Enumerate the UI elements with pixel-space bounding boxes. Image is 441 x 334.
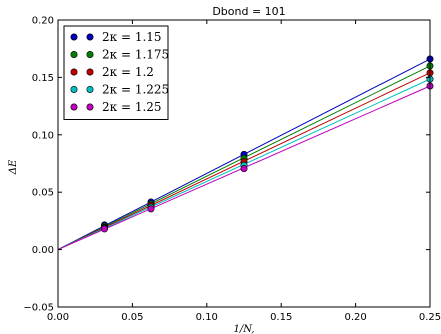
x-tick-label: 0.00 [47,312,69,323]
y-tick-label: 0.00 [32,245,54,256]
y-tick-label: −0.05 [23,303,54,314]
legend-marker [86,86,94,94]
legend-label: 2κ = 1.25 [102,100,162,114]
y-tick-label: 0.05 [32,188,54,199]
x-tick-label: 0.15 [270,312,292,323]
legend-marker [70,68,78,76]
y-tick-label: 0.20 [32,16,54,27]
legend-label: 2κ = 1.175 [102,48,169,62]
x-tick-label: 0.20 [344,312,366,323]
y-tick-label: 0.15 [32,73,54,84]
x-axis-label: 1/N, [233,324,254,334]
legend: 2κ = 1.15 2κ = 1.175 2κ = 1.2 2κ = 1.225 2κ … [63,25,169,120]
x-tick-label: 0.25 [419,312,441,323]
y-axis-label: ΔE [8,159,19,175]
legend-marker [86,68,94,76]
data-point-series-4 [147,205,155,213]
legend-marker [70,103,78,111]
legend-marker [86,33,94,41]
data-point-series-4 [101,225,109,233]
legend-label: 2κ = 1.225 [102,83,169,97]
legend-marker [70,86,78,94]
legend-label: 2κ = 1.15 [102,30,162,44]
legend-marker [86,50,94,58]
legend-box [63,25,169,120]
plot-frame [57,19,431,308]
legend-marker [86,103,94,111]
x-tick-label: 0.05 [121,312,143,323]
legend-marker [70,33,78,41]
x-tick-label: 0.10 [196,312,218,323]
legend-label: 2κ = 1.2 [102,65,154,79]
legend-marker [70,50,78,58]
data-point-series-4 [240,165,248,173]
y-tick-label: 0.10 [32,130,54,141]
axis-ticks: 0.00 0.05 0.10 0.15 0.20 0.25−0.050.000.050.1… [23,16,441,324]
chart-title: Dbond = 101 [212,5,285,18]
